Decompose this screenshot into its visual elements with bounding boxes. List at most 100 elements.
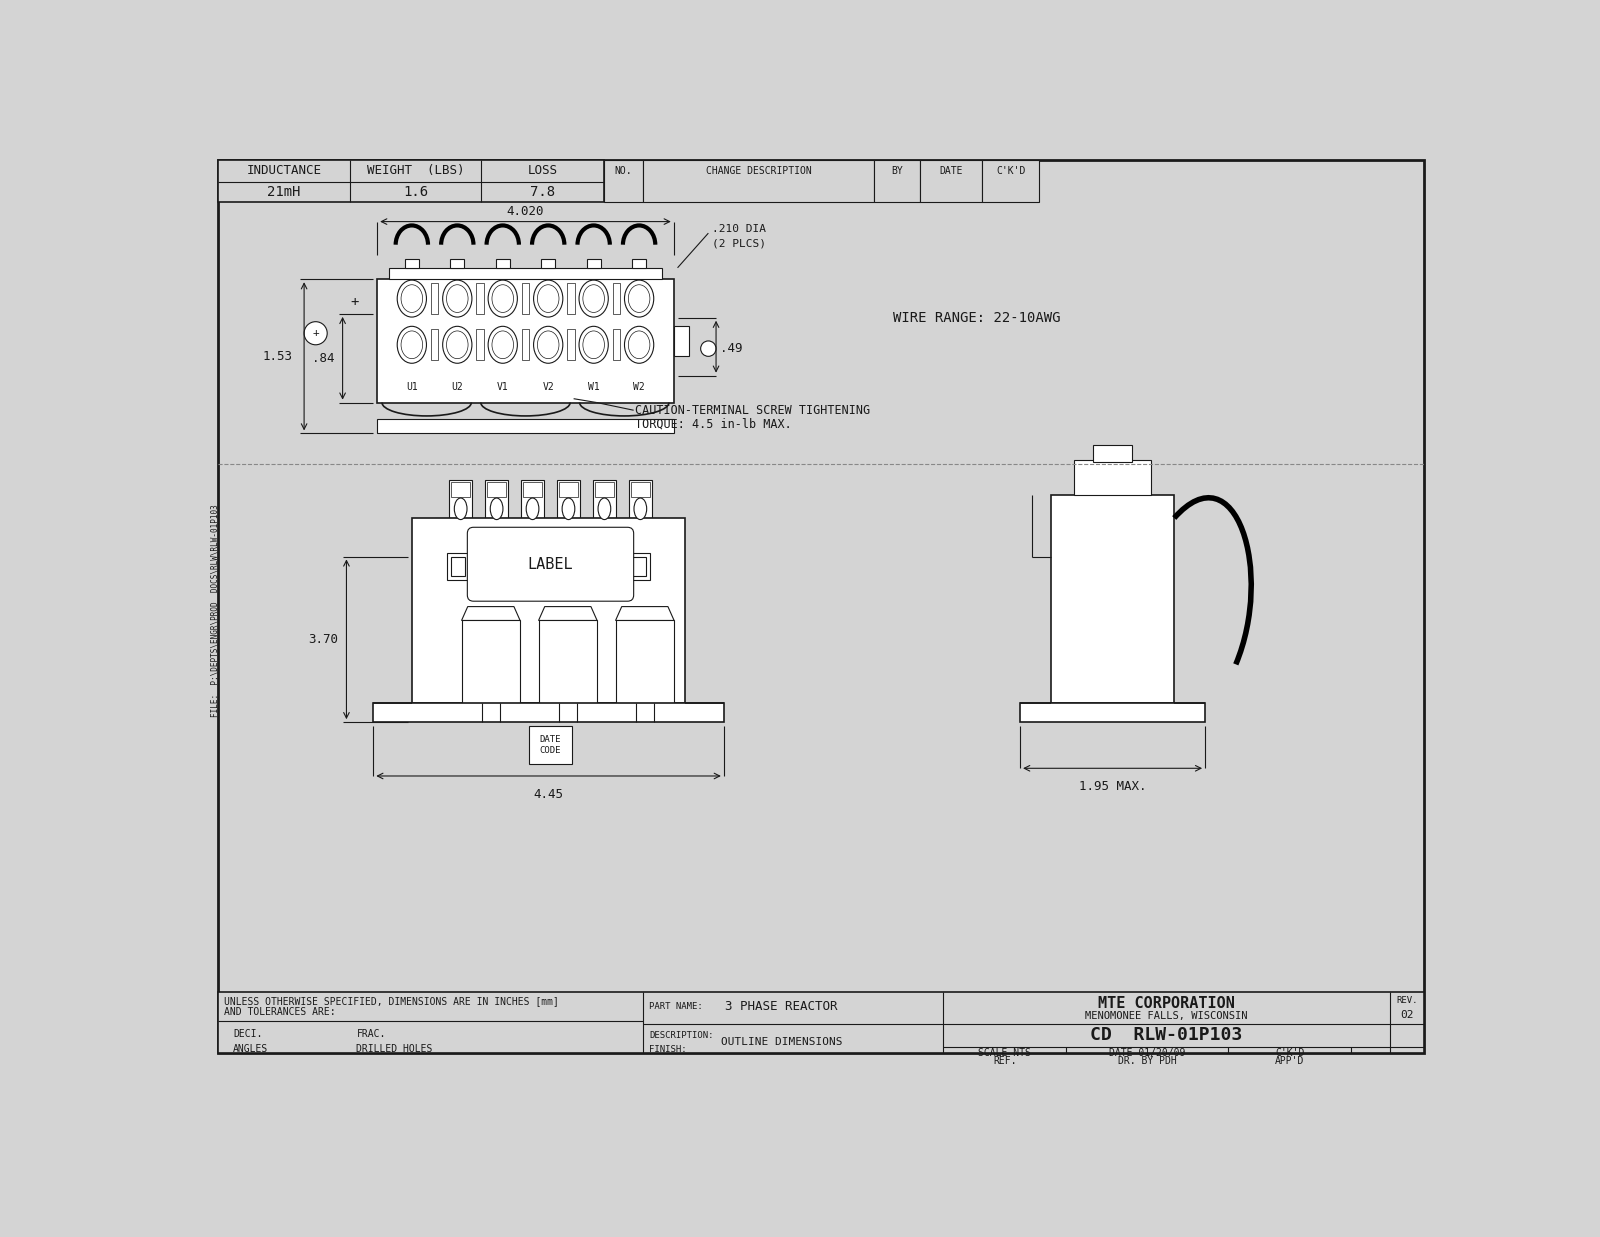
Bar <box>643 160 874 203</box>
Circle shape <box>701 341 717 356</box>
FancyBboxPatch shape <box>467 527 634 601</box>
Text: C'K'D: C'K'D <box>995 166 1026 176</box>
Text: MTE CORPORATION: MTE CORPORATION <box>1098 996 1235 1011</box>
Bar <box>566 329 574 360</box>
Bar <box>632 557 646 575</box>
Bar <box>378 419 674 433</box>
Bar <box>616 621 674 703</box>
Text: WIRE RANGE: 22-10AWG: WIRE RANGE: 22-10AWG <box>893 310 1061 325</box>
Text: CD  RLW-01P103: CD RLW-01P103 <box>1090 1027 1243 1044</box>
Bar <box>1074 460 1150 495</box>
Bar <box>1051 495 1174 703</box>
Bar <box>557 480 581 518</box>
Ellipse shape <box>443 327 472 364</box>
Text: APP'D: APP'D <box>1275 1056 1304 1066</box>
Text: +: + <box>350 296 358 309</box>
Text: C'K'D: C'K'D <box>1275 1048 1304 1058</box>
Bar <box>629 480 651 518</box>
Text: 3 PHASE REACTOR: 3 PHASE REACTOR <box>725 1001 838 1013</box>
Bar <box>1021 703 1205 722</box>
Text: +: + <box>312 328 318 338</box>
Ellipse shape <box>443 280 472 317</box>
Bar <box>218 992 1424 1053</box>
Bar <box>522 329 530 360</box>
Text: DATE 01/20/09: DATE 01/20/09 <box>1109 1048 1186 1058</box>
Text: REV.: REV. <box>1397 996 1418 1006</box>
Text: 7.8: 7.8 <box>530 186 555 199</box>
Bar <box>430 329 438 360</box>
Bar <box>595 482 614 497</box>
Text: 1.6: 1.6 <box>403 186 429 199</box>
Bar <box>523 482 542 497</box>
Text: .49: .49 <box>720 343 742 355</box>
Bar <box>530 726 571 764</box>
Bar <box>461 621 520 703</box>
Text: W1: W1 <box>587 382 600 392</box>
Text: DRILLED HOLES: DRILLED HOLES <box>357 1044 434 1054</box>
Text: DATE: DATE <box>939 166 963 176</box>
Polygon shape <box>616 606 674 621</box>
Bar <box>477 283 483 314</box>
Ellipse shape <box>533 280 563 317</box>
Text: 21mH: 21mH <box>267 186 301 199</box>
Bar <box>389 267 662 280</box>
Text: FILE:  P:\DEPTS\ENGR\PROD  DOCS\RLW\RLW-01P103: FILE: P:\DEPTS\ENGR\PROD DOCS\RLW\RLW-01… <box>210 503 219 716</box>
Bar <box>450 259 464 267</box>
Text: (2 PLCS): (2 PLCS) <box>712 239 766 249</box>
Bar <box>605 160 643 203</box>
Bar <box>373 703 723 722</box>
Bar <box>218 160 605 203</box>
Bar <box>674 325 690 356</box>
Ellipse shape <box>533 327 563 364</box>
Polygon shape <box>461 606 520 621</box>
Bar <box>982 160 1040 203</box>
Bar <box>566 283 574 314</box>
Ellipse shape <box>397 327 427 364</box>
Text: 3.70: 3.70 <box>309 633 338 646</box>
Ellipse shape <box>488 280 517 317</box>
Text: 4.45: 4.45 <box>533 788 563 800</box>
Polygon shape <box>539 606 597 621</box>
Text: PART NAME:: PART NAME: <box>650 1002 702 1012</box>
Bar <box>435 518 666 537</box>
Bar <box>411 518 685 703</box>
Bar <box>539 621 597 703</box>
Bar <box>496 259 510 267</box>
Text: 02: 02 <box>1400 1009 1414 1019</box>
Ellipse shape <box>634 499 646 520</box>
Text: BY: BY <box>891 166 902 176</box>
Text: DECI.: DECI. <box>234 1029 262 1039</box>
Ellipse shape <box>624 327 654 364</box>
Text: V1: V1 <box>498 382 509 392</box>
Bar <box>541 259 555 267</box>
Bar <box>477 329 483 360</box>
Ellipse shape <box>562 499 574 520</box>
Text: MENOMONEE FALLS, WISCONSIN: MENOMONEE FALLS, WISCONSIN <box>1085 1011 1248 1022</box>
Text: U1: U1 <box>406 382 418 392</box>
Bar <box>450 480 472 518</box>
Bar <box>629 553 650 580</box>
Ellipse shape <box>624 280 654 317</box>
Text: ANGLES: ANGLES <box>234 1044 269 1054</box>
Bar <box>613 329 621 360</box>
Text: NO.: NO. <box>614 166 632 176</box>
Bar <box>522 283 530 314</box>
Text: LOSS: LOSS <box>528 165 558 177</box>
Bar <box>613 283 621 314</box>
Text: W2: W2 <box>634 382 645 392</box>
Ellipse shape <box>488 327 517 364</box>
Ellipse shape <box>579 280 608 317</box>
Text: U2: U2 <box>451 382 462 392</box>
Text: 4.020: 4.020 <box>507 205 544 218</box>
Text: 1.53: 1.53 <box>262 350 293 362</box>
Text: OUTLINE DIMENSIONS: OUTLINE DIMENSIONS <box>720 1037 842 1047</box>
Text: .210 DIA: .210 DIA <box>712 224 766 234</box>
Text: SCALE NTS: SCALE NTS <box>978 1048 1032 1058</box>
Text: TORQUE: 4.5 in-lb MAX.: TORQUE: 4.5 in-lb MAX. <box>635 418 792 430</box>
Text: DR. BY PDH: DR. BY PDH <box>1118 1056 1176 1066</box>
Text: DESCRIPTION:: DESCRIPTION: <box>650 1030 714 1040</box>
Bar <box>632 259 646 267</box>
Circle shape <box>304 322 328 345</box>
Text: LABEL: LABEL <box>528 557 573 571</box>
Bar <box>587 259 600 267</box>
